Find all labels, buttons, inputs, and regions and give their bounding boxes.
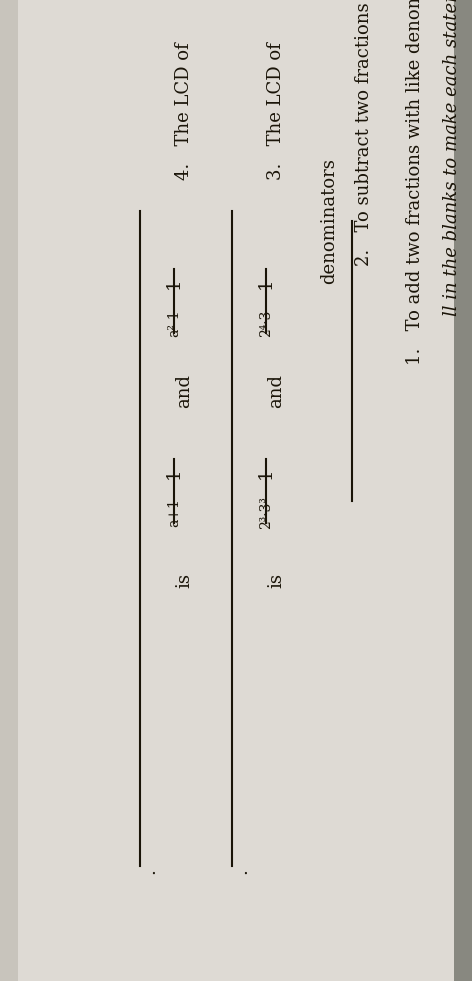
Text: denominators: denominators (320, 158, 338, 284)
Text: .: . (232, 868, 250, 874)
Text: 1: 1 (165, 467, 183, 479)
Text: 2⁴·3: 2⁴·3 (259, 309, 273, 336)
Text: 1: 1 (257, 278, 275, 288)
Text: 2.   To subtract two fractions with: 2. To subtract two fractions with (355, 0, 373, 266)
Text: is: is (175, 574, 193, 589)
Text: ll in the blanks to make each statement true.: ll in the blanks to make each statement … (443, 0, 461, 316)
Text: and: and (267, 374, 285, 408)
Text: 1: 1 (257, 467, 275, 479)
Text: 4.   The LCD of: 4. The LCD of (175, 42, 193, 180)
Text: and: and (175, 374, 193, 408)
Text: is: is (267, 574, 285, 589)
FancyBboxPatch shape (454, 0, 472, 981)
Text: a²-1: a²-1 (167, 309, 181, 336)
Text: 1.   To add two fractions with like denominators, add th: 1. To add two fractions with like denomi… (405, 0, 423, 365)
Text: 2³·3³: 2³·3³ (259, 496, 273, 530)
Text: .: . (140, 868, 158, 874)
FancyBboxPatch shape (18, 0, 472, 981)
Text: 3.   The LCD of: 3. The LCD of (267, 42, 285, 180)
Text: a+1: a+1 (167, 498, 181, 528)
Text: 1: 1 (165, 278, 183, 288)
